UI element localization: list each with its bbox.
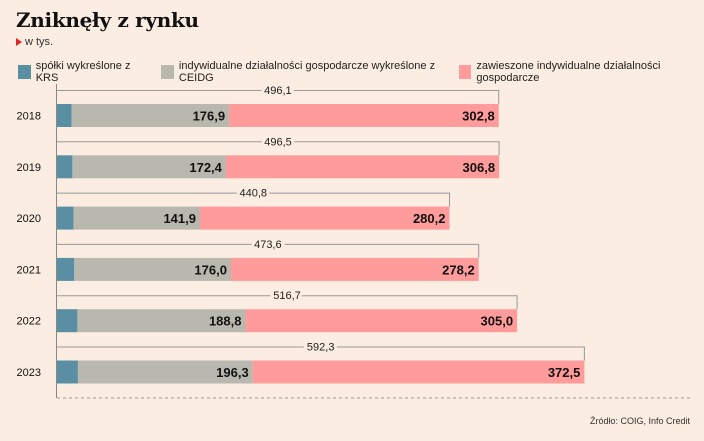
chart-title: Zniknęły z rynku [16,8,199,32]
bar-krs [57,309,78,333]
legend-label-ceidg-removed: indywidualne działalności gospodarcze wy… [178,60,436,84]
value-label-ceidg-suspended: 302,8 [462,109,495,124]
value-label-ceidg-suspended: 306,8 [463,160,496,175]
year-tick-label: 2019 [17,162,41,174]
total-bracket [57,243,480,258]
total-label: 496,5 [264,136,292,148]
legend-label-ceidg-suspended: zawieszone indywidualne działalności gos… [476,60,661,84]
total-bracket [57,346,585,361]
total-bracket [57,295,518,310]
value-label-ceidg-suspended: 372,5 [548,365,581,380]
legend-swatch-krs [18,65,31,79]
legend-label-krs: spółki wykreślone z KRS [35,60,131,84]
bar-ceidg-removed [77,309,246,333]
total-label: 496,1 [264,85,292,97]
bar-krs [57,257,75,281]
value-label-ceidg-removed: 188,8 [209,314,242,329]
year-tick-label: 2018 [17,111,41,123]
bar-ceidg-removed [72,155,226,179]
total-bracket [57,141,500,156]
total-label: 473,6 [254,239,282,251]
value-label-ceidg-removed: 176,9 [193,109,226,124]
chart-subtitle: w tys. [16,36,53,48]
bar-ceidg-removed [74,257,231,281]
bar-krs [57,360,78,384]
bar-krs [57,206,74,230]
value-label-ceidg-removed: 172,4 [189,160,222,175]
legend: spółki wykreślone z KRS indywidualne dzi… [18,60,704,84]
legend-item-krs: spółki wykreślone z KRS [18,60,145,84]
total-label: 592,3 [307,342,335,354]
bar-ceidg-suspended [199,206,450,230]
value-label-ceidg-suspended: 278,2 [442,262,475,277]
bar-ceidg-removed [71,104,230,127]
legend-item-ceidg-removed: indywidualne działalności gospodarcze wy… [161,60,446,84]
bar-krs [57,104,72,127]
total-bracket [57,192,450,207]
bar-ceidg-suspended [229,104,499,127]
bar-ceidg-suspended [230,257,479,281]
value-label-ceidg-suspended: 305,0 [481,314,514,329]
value-label-ceidg-removed: 141,9 [163,211,196,226]
bar-ceidg-removed [77,360,253,384]
legend-swatch-ceidg-removed [161,65,174,79]
total-label: 516,7 [273,290,301,302]
value-label-ceidg-removed: 176,0 [194,262,227,277]
legend-swatch-ceidg-suspended [458,65,472,79]
total-bracket [57,90,500,104]
year-tick-label: 2020 [17,213,41,225]
source-note: Źródło: COIG, Info Credit [589,416,690,426]
bar-krs [57,155,73,179]
bar-ceidg-suspended [252,360,585,384]
bar-ceidg-removed [73,206,200,230]
bar-ceidg-suspended [245,309,518,333]
total-label: 440,8 [239,188,267,200]
year-tick-label: 2023 [17,367,41,379]
triangle-marker-icon [16,38,22,46]
year-tick-label: 2022 [17,316,41,328]
bar-ceidg-suspended [225,155,500,179]
year-tick-label: 2021 [17,264,41,276]
legend-item-ceidg-suspended: zawieszone indywidualne działalności gos… [458,60,704,84]
unit-label: w tys. [25,36,54,48]
value-label-ceidg-suspended: 280,2 [413,211,446,226]
value-label-ceidg-removed: 196,3 [216,365,249,380]
